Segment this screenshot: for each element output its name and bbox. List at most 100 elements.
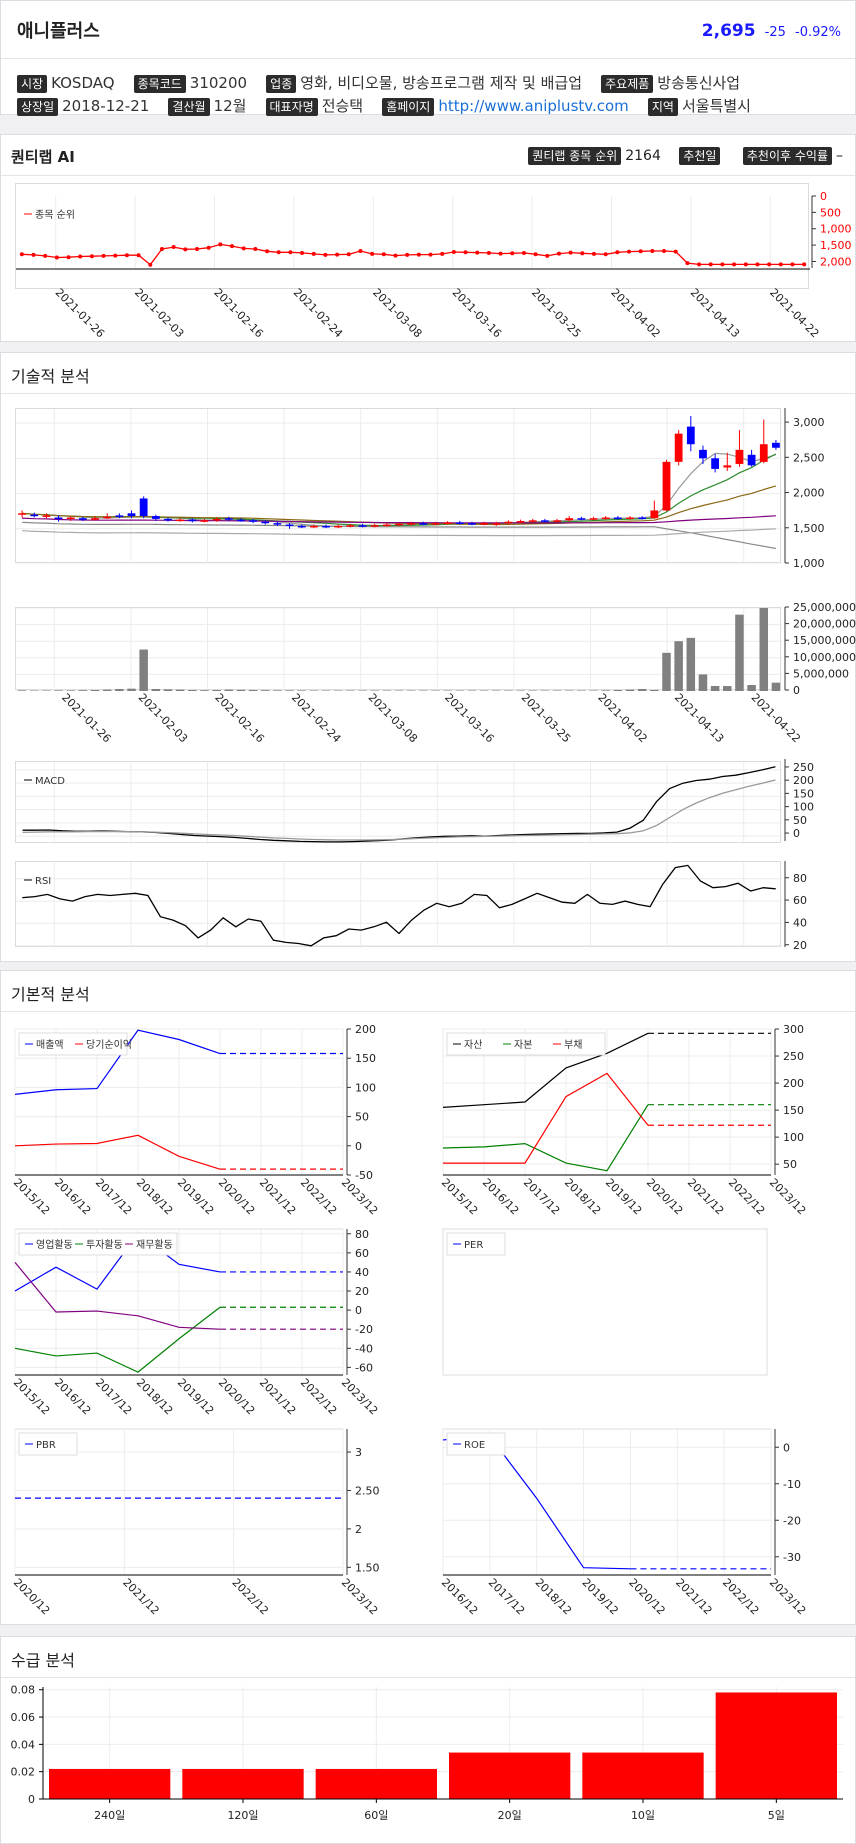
y-tick-label: 2,500 — [793, 451, 825, 464]
candle-body — [139, 498, 148, 517]
fiscal-tag: 결산월 — [168, 98, 210, 116]
y-tick-label: 0 — [355, 1304, 362, 1317]
x-tick-label: 2021/12 — [120, 1576, 162, 1618]
volume-bar — [188, 690, 197, 692]
candle-body — [200, 520, 209, 522]
y-tick-label: 40 — [355, 1266, 369, 1279]
candle-body — [382, 524, 391, 527]
fiscal-value: 12월 — [213, 97, 247, 115]
candle-body — [504, 521, 513, 524]
x-tick-label: 240일 — [94, 1808, 125, 1822]
rank-point — [416, 252, 421, 257]
y-tick-label: 5,000,000 — [793, 667, 849, 680]
candle-body — [699, 449, 707, 459]
macd-chart: MACD — [15, 761, 782, 844]
legend-label: ROE — [464, 1440, 485, 1451]
legend-box — [18, 1232, 178, 1256]
rank-point — [300, 250, 305, 255]
y-tick-label: 0 — [820, 190, 827, 203]
y-axis: 50 100 150 200 250 300 — [774, 1023, 804, 1175]
series-line — [442, 1104, 649, 1172]
y-tick-label: 100 — [793, 801, 814, 814]
rank-point — [556, 251, 561, 256]
rank-point — [591, 251, 596, 256]
candle-body — [164, 518, 172, 521]
legend-label: 투자활동 — [86, 1238, 123, 1251]
candle-body — [395, 523, 403, 526]
volume-bar — [115, 689, 124, 691]
volume-chart — [15, 607, 782, 693]
listed-tag: 상장일 — [17, 98, 59, 116]
rank-point — [113, 253, 118, 258]
x-tick-label: 5일 — [768, 1808, 785, 1822]
legend: 자산 자본 부채 — [446, 1032, 606, 1056]
candle-body — [601, 517, 610, 519]
volume-bar — [637, 689, 647, 691]
candle-body — [151, 516, 160, 519]
volume-bar — [236, 689, 246, 692]
price-block: 2,695 -25 -0.92% — [702, 21, 841, 41]
legend-box — [446, 1032, 606, 1056]
stock-header-card: 애니플러스 2,695 -25 -0.92% 시장 KOSDAQ 종목코드 3102… — [0, 0, 856, 116]
y-tick-label: 200 — [793, 774, 814, 787]
volume-bar — [771, 682, 781, 691]
rank-point — [66, 255, 71, 260]
rank-point — [381, 252, 386, 257]
roe-chart: ROE 0 -10 -20 -30 2016/12 2017/12 2018/12 2019/1… — [439, 1428, 808, 1618]
y-tick-label: 0 — [793, 827, 800, 840]
rank-point — [183, 247, 188, 252]
y-tick-label: 2,000 — [793, 487, 825, 500]
x-tick-label: 2019/12 — [603, 1176, 645, 1218]
candle-body — [54, 517, 63, 519]
rank-point — [124, 253, 129, 258]
info-row-2: 상장일 2018-12-21 결산월 12월 대표자명 전승택 홈페이지 http://… — [17, 95, 765, 116]
rank-point — [148, 262, 153, 267]
rank-point — [335, 252, 340, 257]
y-tick-label: 50 — [783, 1158, 797, 1171]
legend-box — [446, 1232, 506, 1256]
y-tick-label: 150 — [355, 1052, 376, 1065]
x-tick-label: 2022/12 — [230, 1576, 272, 1618]
candle-body — [309, 525, 318, 528]
y-tick-label: -20 — [355, 1323, 373, 1336]
roe-plot: ROE — [442, 1428, 772, 1576]
rank-point — [311, 251, 316, 256]
current-price: 2,695 — [701, 21, 756, 41]
code-value: 310200 — [189, 74, 248, 92]
rank-point — [521, 250, 526, 255]
y-tick-label: 0.02 — [11, 1766, 36, 1779]
x-tick-label: 2021/12 — [685, 1176, 727, 1218]
homepage-link[interactable]: http://www.aniplustv.com — [438, 97, 629, 115]
x-tick-label: 2021-03-08 — [370, 286, 424, 340]
rank-point — [101, 253, 106, 258]
candle-body — [115, 515, 124, 517]
x-tick-label: 2021-04-02 — [595, 691, 649, 745]
rank-point — [194, 247, 199, 252]
legend-label: 부채 — [564, 1039, 582, 1051]
info-row-1: 시장 KOSDAQ 종목코드 310200 업종 영화, 비디오물, 방송프로그램 제… — [17, 72, 740, 93]
candle-body — [662, 461, 671, 511]
volume-bar — [260, 690, 270, 692]
x-tick-label: 2017/12 — [486, 1576, 528, 1618]
volume-bar — [686, 637, 696, 691]
x-tick-label: 2021-04-02 — [608, 286, 662, 340]
x-tick-label: 2020/12 — [216, 1176, 258, 1218]
rank-point — [346, 252, 351, 257]
industry-value: 영화, 비디오물, 방송프로그램 제작 및 배급업 — [300, 74, 583, 92]
fundamental-title: 기본적 분석 — [11, 985, 90, 1004]
candle-body — [577, 518, 586, 520]
x-tick-label: 2015/12 — [11, 1176, 53, 1218]
volume-bar — [710, 686, 720, 691]
x-tick-label: 2022/12 — [298, 1376, 340, 1418]
volume-bar — [698, 674, 708, 691]
quantilab-meta: 퀀티랩 종목 순위 2164 추천일 추천이후 수익률 – — [528, 147, 843, 165]
y-tick-label: 1,500 — [820, 239, 852, 252]
supply-card: 수급 분석 0 0.02 0.04 0.06 0.08 240일 120일 60일 20일 10일… — [0, 1636, 856, 1844]
product-value: 방송통신사업 — [657, 74, 741, 92]
y-tick-label: 1,500 — [793, 522, 825, 535]
candle-body — [711, 458, 720, 469]
volume-bar — [723, 686, 732, 691]
